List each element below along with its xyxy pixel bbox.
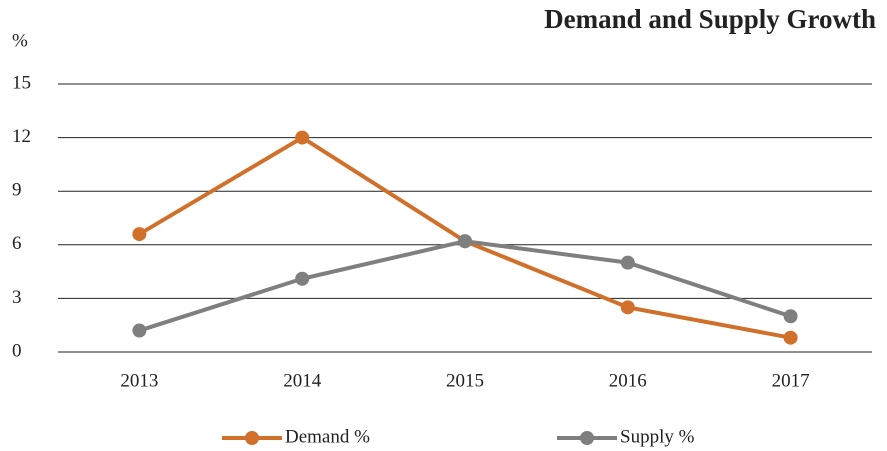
legend-marker: [245, 431, 259, 445]
data-point: [783, 330, 798, 345]
data-point: [132, 323, 147, 338]
y-tick-label: 6: [12, 233, 22, 254]
y-tick-label: 12: [12, 126, 31, 147]
data-point: [458, 234, 472, 249]
data-point: [783, 309, 798, 324]
x-tick-label: 2013: [120, 370, 158, 391]
x-tick-label: 2017: [772, 370, 810, 391]
series-line: [138, 239, 792, 333]
y-tick-label: 15: [12, 72, 31, 93]
x-tick-label: 2016: [609, 370, 647, 391]
y-tick-label: 3: [12, 287, 22, 308]
data-point: [620, 255, 635, 270]
legend-marker: [580, 431, 594, 445]
y-tick-label: 9: [12, 180, 22, 201]
data-point: [620, 300, 635, 315]
y-axis-label: %: [12, 30, 28, 51]
data-point: [295, 271, 310, 286]
legend-label: Supply %: [620, 426, 695, 447]
x-tick-label: 2015: [446, 370, 484, 391]
legend-label: Demand %: [285, 426, 370, 447]
y-tick-label: 0: [12, 340, 22, 361]
data-point: [295, 130, 310, 145]
chart-title: Demand and Supply Growth: [544, 4, 876, 34]
x-tick-label: 2014: [283, 370, 322, 391]
data-point: [132, 227, 147, 242]
